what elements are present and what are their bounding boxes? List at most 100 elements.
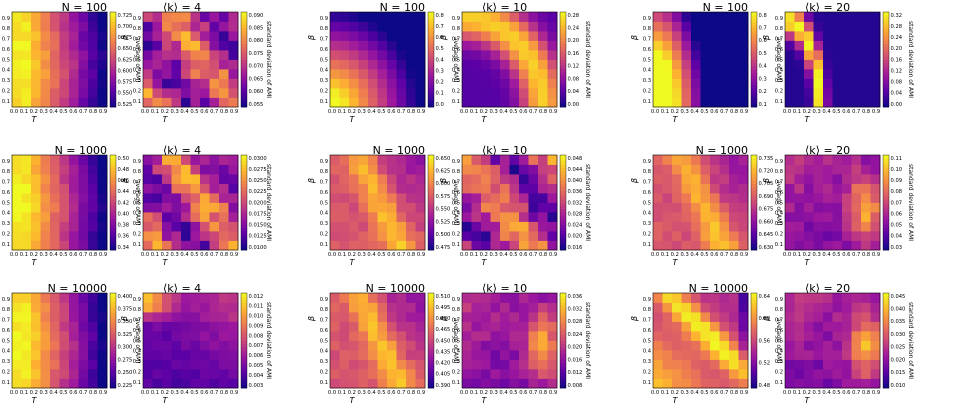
plot-frame (652, 11, 749, 108)
heatmap-cell (691, 240, 701, 251)
heatmap-cell (870, 164, 881, 175)
heatmap-cell (738, 212, 749, 222)
colorbar-segment (241, 318, 247, 322)
heatmap-cell (719, 59, 730, 70)
heatmap-cell (152, 78, 163, 89)
colorbar-segment (428, 186, 434, 191)
heatmap-cell (200, 202, 210, 213)
heatmap-cell (152, 193, 163, 203)
colorbar-segment (428, 155, 434, 159)
heatmap-cell (653, 59, 663, 70)
heatmap-cell (21, 31, 32, 41)
colorbar-tick-label: 0.64 (759, 294, 771, 300)
heatmap-cell (406, 369, 416, 379)
x-tick-label: 0.6 (519, 109, 527, 115)
heatmap-cell (547, 302, 558, 313)
heatmap-cell (152, 97, 163, 108)
colorbar-tick-label: 0.2 (436, 80, 444, 86)
heatmap-cell (538, 59, 548, 70)
colorbar-segment (883, 356, 889, 360)
colorbar-segment (560, 237, 566, 241)
heatmap-cell (681, 164, 692, 175)
colorbar-segment (560, 302, 566, 307)
heatmap-cell (190, 78, 201, 89)
heatmap-cell (509, 231, 520, 241)
heatmap-cell (181, 174, 191, 184)
colorbar-segment (241, 205, 247, 210)
heatmap-cell (415, 31, 426, 41)
heatmap-cell (509, 202, 520, 213)
heatmap-cell (813, 193, 824, 203)
heatmap-cell (471, 202, 482, 213)
heatmap-cell (21, 359, 32, 370)
x-tick-label: 0.4 (49, 109, 58, 115)
heatmap-cell (672, 59, 682, 70)
heatmap-cell (219, 212, 229, 222)
heatmap-cell (40, 78, 51, 89)
colorbar-tick-label: 0.00 (891, 102, 903, 108)
heatmap-cell (794, 21, 805, 32)
heatmap-cell (59, 231, 70, 241)
colorbar-segment (110, 189, 116, 194)
colorbar-segment (560, 12, 566, 16)
heatmap-cell (785, 59, 795, 70)
heatmap-cell (349, 12, 359, 22)
heatmap-cell (59, 302, 70, 313)
heatmap-cell (387, 78, 397, 89)
colorbar-tick-label: 0.46 (118, 178, 130, 184)
heatmap-cell (78, 31, 89, 41)
y-tick-label: 0.4 (2, 211, 11, 217)
heatmap-cell (681, 40, 692, 51)
heatmap-cell (228, 78, 239, 89)
heatmap-cell (209, 378, 220, 389)
heatmap-cell (653, 340, 663, 351)
heatmap-cell (528, 40, 539, 51)
colorbar-segment (241, 302, 247, 307)
heatmap-cell (509, 31, 520, 41)
colorbar-tick-label: 0.48 (759, 383, 771, 389)
heatmap-cell (710, 97, 720, 108)
heatmap-cell (415, 312, 426, 322)
heatmap-cell (97, 97, 108, 108)
y-tick-label: 0.5 (133, 57, 141, 63)
heatmap-cell (729, 193, 739, 203)
heatmap-cell (509, 350, 520, 360)
heatmap-cell (738, 231, 749, 241)
colorbar-tick-label: 0.600 (436, 181, 451, 187)
colorbar-label: average of AMI (452, 180, 459, 225)
heatmap-cell (471, 240, 482, 251)
heatmap-cell (719, 50, 730, 60)
heatmap-cell (519, 88, 529, 98)
heatmap-cell (219, 312, 229, 322)
heatmap-cell (59, 359, 70, 370)
heatmap-cell (200, 240, 210, 251)
colorbar-tick-label: 0.575 (436, 194, 451, 200)
heatmap-cell (152, 359, 163, 370)
heatmap-cell (719, 378, 730, 389)
y-tick-label: 0.5 (2, 57, 10, 63)
colorbar-segment (110, 88, 116, 92)
heatmap-cell (78, 331, 89, 341)
heatmap-cell (339, 340, 350, 351)
heatmap-cell (528, 240, 539, 251)
heatmap-cell (519, 240, 529, 251)
heatmap-cell (330, 378, 340, 389)
heatmap-cell (349, 302, 359, 313)
heatmap-cell (538, 97, 548, 108)
x-tick-label: 0.0 (328, 252, 336, 258)
heatmap-cell (691, 12, 701, 22)
heatmap-cell (200, 88, 210, 98)
heatmap-cell (349, 240, 359, 251)
colorbar-tick-label: 0.550 (436, 207, 451, 213)
heatmap-cell (97, 183, 108, 194)
heatmap-cell (50, 331, 60, 341)
y-tick-label: 0.5 (2, 200, 10, 206)
heatmap-cell (396, 31, 407, 41)
heatmap-cell (785, 88, 795, 98)
colorbar-segment (751, 384, 757, 389)
heatmap-cell (209, 340, 220, 351)
heatmap-cell (330, 183, 340, 194)
heatmap-cell (842, 174, 852, 184)
colorbar-segment (110, 199, 116, 203)
heatmap-cell (40, 164, 51, 175)
